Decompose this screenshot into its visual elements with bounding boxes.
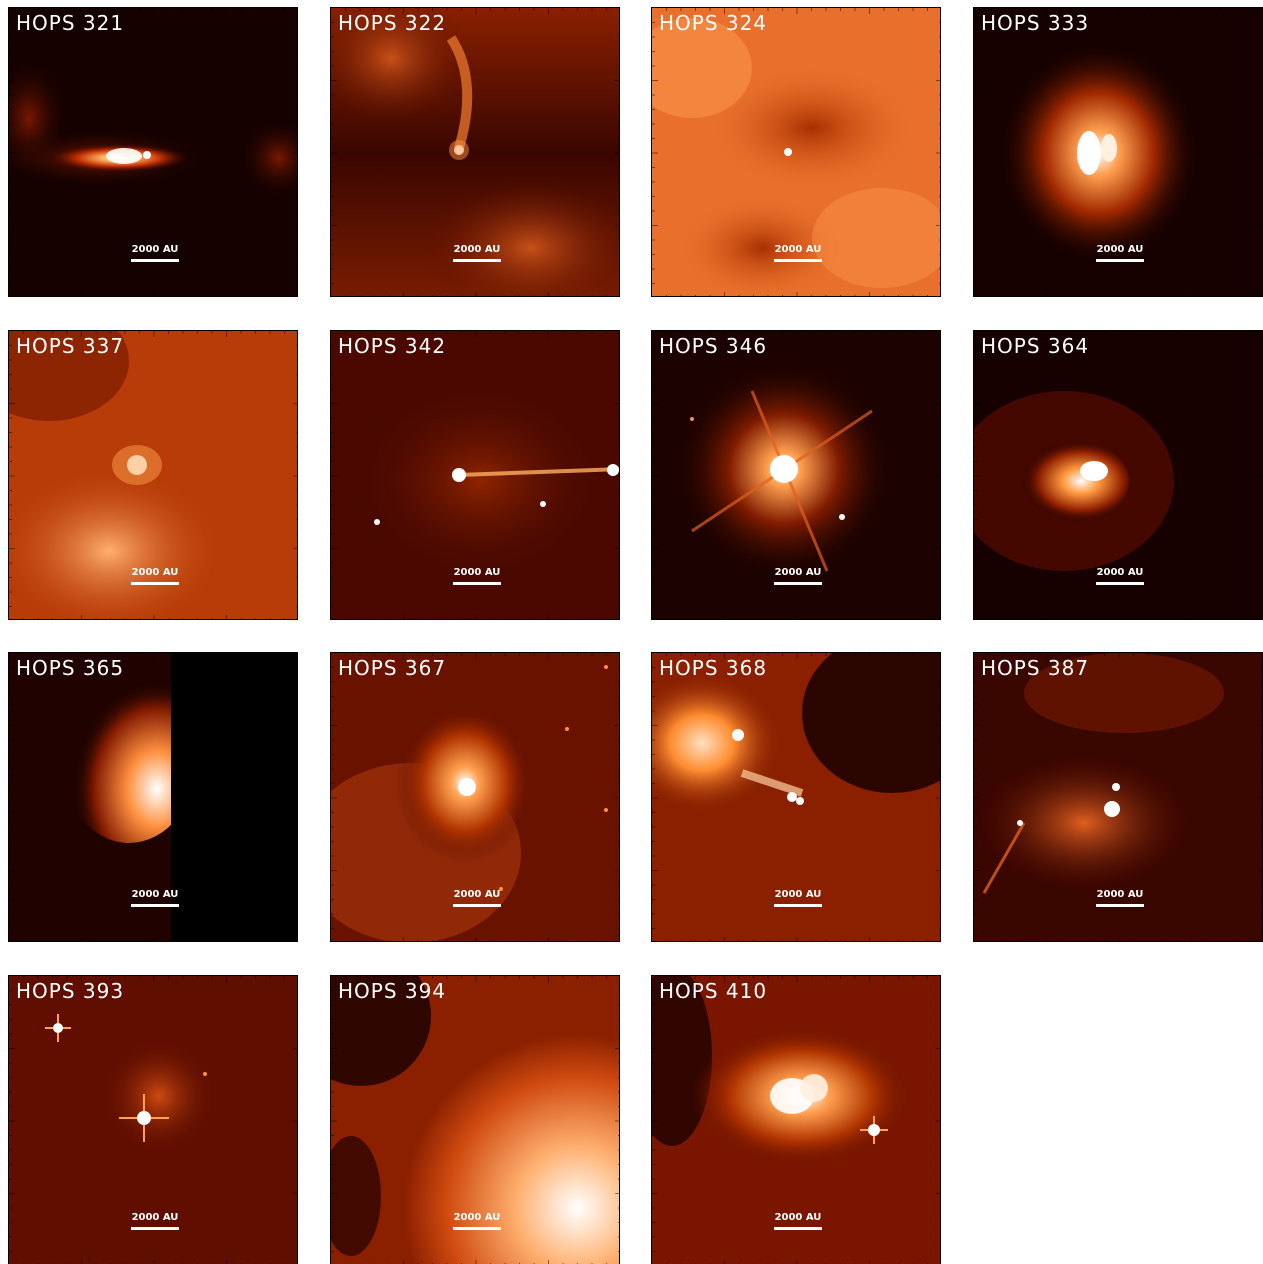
hops-367-image	[331, 653, 619, 941]
scale-line	[453, 904, 501, 907]
scale-line	[453, 582, 501, 585]
scale-line	[453, 1227, 501, 1230]
scale-line	[1096, 259, 1144, 262]
hops-410-image	[652, 976, 940, 1264]
scale-bar: 2000 AU	[131, 1212, 179, 1230]
hops-333-image	[974, 8, 1262, 296]
hops-321-image	[9, 8, 297, 296]
scale-bar: 2000 AU	[1096, 567, 1144, 585]
scale-bar: 2000 AU	[131, 244, 179, 262]
panel-hops-394: HOPS 394 2000 AU	[330, 975, 620, 1264]
scale-line	[1096, 582, 1144, 585]
panel-hops-333: HOPS 333 2000 AU	[973, 7, 1263, 297]
panel-hops-387: HOPS 387 2000 AU	[973, 652, 1263, 942]
scale-bar: 2000 AU	[774, 567, 822, 585]
scale-label: 2000 AU	[453, 889, 501, 900]
scale-label: 2000 AU	[1096, 567, 1144, 578]
panel-hops-321: HOPS 321 2000 AU	[8, 7, 298, 297]
panel-hops-342: HOPS 342 2000 AU	[330, 330, 620, 620]
hops-393-image	[9, 976, 297, 1264]
hops-322-image	[331, 8, 619, 296]
scale-bar: 2000 AU	[774, 244, 822, 262]
panel-hops-364: HOPS 364 2000 AU	[973, 330, 1263, 620]
panel-title: HOPS 346	[659, 334, 768, 358]
panel-title: HOPS 387	[981, 656, 1090, 680]
scale-line	[774, 582, 822, 585]
scale-bar: 2000 AU	[1096, 244, 1144, 262]
panel-hops-368: HOPS 368 2000 AU	[651, 652, 941, 942]
panel-title: HOPS 324	[659, 11, 768, 35]
scale-bar: 2000 AU	[453, 244, 501, 262]
panel-title: HOPS 337	[16, 334, 125, 358]
panel-hops-393: HOPS 393 2000 AU	[8, 975, 298, 1264]
panel-hops-337: HOPS 337 2000 AU	[8, 330, 298, 620]
scale-line	[774, 259, 822, 262]
panel-title: HOPS 321	[16, 11, 125, 35]
panel-hops-322: HOPS 322 2000 AU	[330, 7, 620, 297]
scale-label: 2000 AU	[131, 1212, 179, 1223]
scale-line	[131, 1227, 179, 1230]
scale-line	[774, 904, 822, 907]
scale-label: 2000 AU	[1096, 244, 1144, 255]
scale-bar: 2000 AU	[453, 1212, 501, 1230]
hops-342-image	[331, 331, 619, 619]
scale-label: 2000 AU	[1096, 889, 1144, 900]
hops-365-image	[9, 653, 297, 941]
scale-line	[131, 904, 179, 907]
scale-bar: 2000 AU	[131, 567, 179, 585]
scale-label: 2000 AU	[131, 567, 179, 578]
scale-bar: 2000 AU	[453, 567, 501, 585]
scale-label: 2000 AU	[453, 567, 501, 578]
scale-label: 2000 AU	[774, 567, 822, 578]
scale-label: 2000 AU	[774, 244, 822, 255]
hops-387-image	[974, 653, 1262, 941]
panel-hops-367: HOPS 367 2000 AU	[330, 652, 620, 942]
panel-hops-346: HOPS 346 2000 AU	[651, 330, 941, 620]
scale-bar: 2000 AU	[774, 889, 822, 907]
hops-394-image	[331, 976, 619, 1264]
scale-bar: 2000 AU	[1096, 889, 1144, 907]
scale-bar: 2000 AU	[774, 1212, 822, 1230]
panel-title: HOPS 333	[981, 11, 1090, 35]
panel-title: HOPS 365	[16, 656, 125, 680]
panel-title: HOPS 367	[338, 656, 447, 680]
scale-label: 2000 AU	[131, 889, 179, 900]
scale-line	[774, 1227, 822, 1230]
scale-line	[453, 259, 501, 262]
scale-bar: 2000 AU	[131, 889, 179, 907]
scale-label: 2000 AU	[453, 244, 501, 255]
scale-label: 2000 AU	[774, 1212, 822, 1223]
scale-label: 2000 AU	[453, 1212, 501, 1223]
scale-line	[131, 259, 179, 262]
scale-line	[1096, 904, 1144, 907]
panel-title: HOPS 394	[338, 979, 447, 1003]
hops-324-image	[652, 8, 940, 296]
panel-title: HOPS 410	[659, 979, 768, 1003]
hops-364-image	[974, 331, 1262, 619]
scale-line	[131, 582, 179, 585]
hops-346-image	[652, 331, 940, 619]
panel-title: HOPS 342	[338, 334, 447, 358]
panel-hops-410: HOPS 410 2000 AU	[651, 975, 941, 1264]
scale-bar: 2000 AU	[453, 889, 501, 907]
panel-title: HOPS 364	[981, 334, 1090, 358]
panel-hops-324: HOPS 324 2000 AU	[651, 7, 941, 297]
panel-title: HOPS 322	[338, 11, 447, 35]
hops-368-image	[652, 653, 940, 941]
scale-label: 2000 AU	[774, 889, 822, 900]
panel-title: HOPS 368	[659, 656, 768, 680]
scale-label: 2000 AU	[131, 244, 179, 255]
panel-hops-365: HOPS 365 2000 AU	[8, 652, 298, 942]
panel-title: HOPS 393	[16, 979, 125, 1003]
